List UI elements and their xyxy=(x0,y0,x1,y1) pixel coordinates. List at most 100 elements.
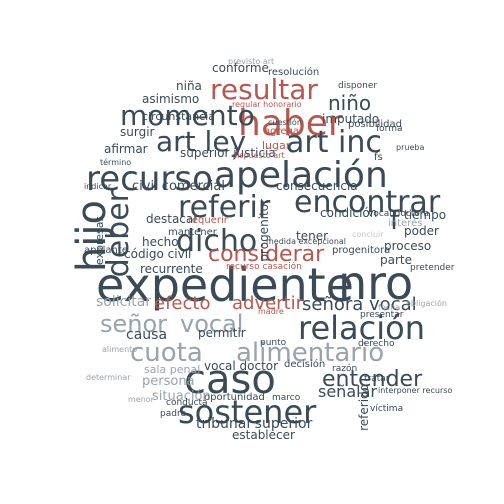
word-f: f xyxy=(390,206,400,236)
word-entender: entender xyxy=(322,367,423,392)
word-efecto: efecto xyxy=(154,293,211,314)
word-resolucion: resolución xyxy=(268,67,320,78)
word-relacion: relación xyxy=(298,309,425,347)
word-oportunidad: oportunidad xyxy=(204,392,265,403)
word-mantener: mantener xyxy=(168,227,217,238)
word-tener: tener xyxy=(296,229,329,243)
word-solicitar: solicitar xyxy=(96,294,152,310)
word-conforme: conforme xyxy=(212,61,269,75)
word-conducta: conducta xyxy=(166,398,208,408)
word-regular-honorario: regular honorario xyxy=(232,100,302,109)
word-tratar: tratar xyxy=(364,374,390,384)
word-surgir: surgir xyxy=(120,125,155,139)
word-victima: víctima xyxy=(370,404,404,414)
word-razon: razón xyxy=(332,364,358,374)
word-apelacion: apelación xyxy=(214,155,388,196)
word-destacar: destacar xyxy=(146,212,199,226)
word-lugar: lugar xyxy=(262,139,291,152)
word-sostener: sostener xyxy=(178,393,317,431)
word-derecho: derecho xyxy=(358,339,395,349)
word-previsto-art: previsto art xyxy=(228,57,275,66)
word-hecho: hecho xyxy=(142,235,179,249)
word-progenitor: progenitor xyxy=(257,199,271,262)
word-vocal-doctor: vocal doctor xyxy=(204,359,279,373)
word-recurrente: recurrente xyxy=(140,262,203,276)
word-referido: referido xyxy=(357,384,371,431)
word-tiempo: tiempo xyxy=(404,208,447,222)
word-recurso: recurso xyxy=(86,159,213,199)
word-posibilidad: posibilidad xyxy=(348,119,402,130)
word-indicar: indicar xyxy=(84,182,112,191)
word-resultar: resultar xyxy=(210,73,318,106)
word-cuota: cuota xyxy=(130,338,203,368)
word-permitir: permitir xyxy=(198,326,246,340)
word-momento: momento xyxy=(120,99,255,132)
word-superior-justicia: superior justicia xyxy=(180,146,276,160)
word-codigo-civil: código civil xyxy=(124,247,192,261)
word-hijo: hijo xyxy=(69,200,115,273)
word-alimentario: alimentario xyxy=(236,338,385,368)
word-determinar: determinar xyxy=(86,373,131,382)
word-poder: poder xyxy=(404,224,439,238)
word-establecer: establecer xyxy=(232,428,295,442)
word-requerir: requerir xyxy=(188,215,228,226)
word-alimento: alimento xyxy=(102,345,138,354)
word-concluir: concluir xyxy=(352,230,384,239)
word-afirmar: afirmar xyxy=(104,142,148,156)
word-art-ley: art ley xyxy=(156,125,247,158)
word-cuestion: cuestión xyxy=(268,118,302,127)
word-recurso-casacion: recurso casación xyxy=(226,262,302,272)
word-tribunal-superior: tribunal superior xyxy=(196,416,313,432)
word-considerar: considerar xyxy=(208,242,325,267)
word-interes: interés xyxy=(388,218,423,229)
word-senora-vocal: señora vocal xyxy=(302,294,417,315)
word-nino: niño xyxy=(328,91,372,115)
word-condicion: condición xyxy=(320,206,378,220)
word-madre: madre xyxy=(258,307,284,316)
word-situacion: situación xyxy=(152,389,211,404)
word-medida-excepcional: medida excepcional xyxy=(266,237,347,246)
word-termino: término xyxy=(100,158,132,167)
word-art-inc: art inc xyxy=(286,125,382,160)
word-persona: persona xyxy=(142,374,195,389)
word-vocal: vocal xyxy=(180,310,244,338)
word-senor: señor xyxy=(100,310,168,338)
word-dispuesto-art: dispuesto art xyxy=(232,151,285,160)
word-proceso: proceso xyxy=(384,239,432,253)
word-obligacion: obligación xyxy=(406,299,447,308)
word-padre: padre xyxy=(160,409,186,419)
word-interponer-recurso: interponer recurso xyxy=(378,386,453,395)
word-menor: menor xyxy=(128,395,154,404)
word-caso: caso xyxy=(184,357,276,403)
word-decision: decisión xyxy=(284,359,326,370)
word-marco: marco xyxy=(272,393,301,403)
word-expresar: expresar xyxy=(93,217,106,266)
word-parte: parte xyxy=(380,253,412,267)
word-encontrar: encontrar xyxy=(294,185,441,220)
word-progenitora: progenitora xyxy=(332,245,391,256)
word-presentar: presentar xyxy=(360,310,404,320)
word-referir: referir xyxy=(178,190,271,225)
word-civil-comercial: civil comercial xyxy=(132,179,225,194)
word-causa: causa xyxy=(126,327,168,343)
word-dicho: dicho xyxy=(176,224,258,259)
word-pretender: pretender xyxy=(410,263,455,273)
word-forma: forma xyxy=(376,124,403,134)
word-apelante: apelante xyxy=(84,245,128,256)
word-disponer: disponer xyxy=(338,81,378,91)
word-fs: fs xyxy=(374,152,383,163)
word-asimismo: asimismo xyxy=(142,92,200,106)
word-haber: haber xyxy=(238,103,343,144)
word-advertir: advertir xyxy=(232,293,304,314)
word-fecha: fecha xyxy=(378,303,401,312)
word-consecuencia: consecuencia xyxy=(276,179,358,193)
word-expediente: expediente xyxy=(96,258,354,312)
word-agregar: agregar xyxy=(264,126,304,137)
word-imputado: imputado xyxy=(322,112,380,126)
word-sala-penal: sala penal xyxy=(144,363,201,376)
word-prueba: prueba xyxy=(396,143,425,152)
word-circunstancia: circunstancia xyxy=(142,110,215,123)
word-senalar: señalar xyxy=(318,382,377,401)
word-nina: niña xyxy=(176,79,202,93)
